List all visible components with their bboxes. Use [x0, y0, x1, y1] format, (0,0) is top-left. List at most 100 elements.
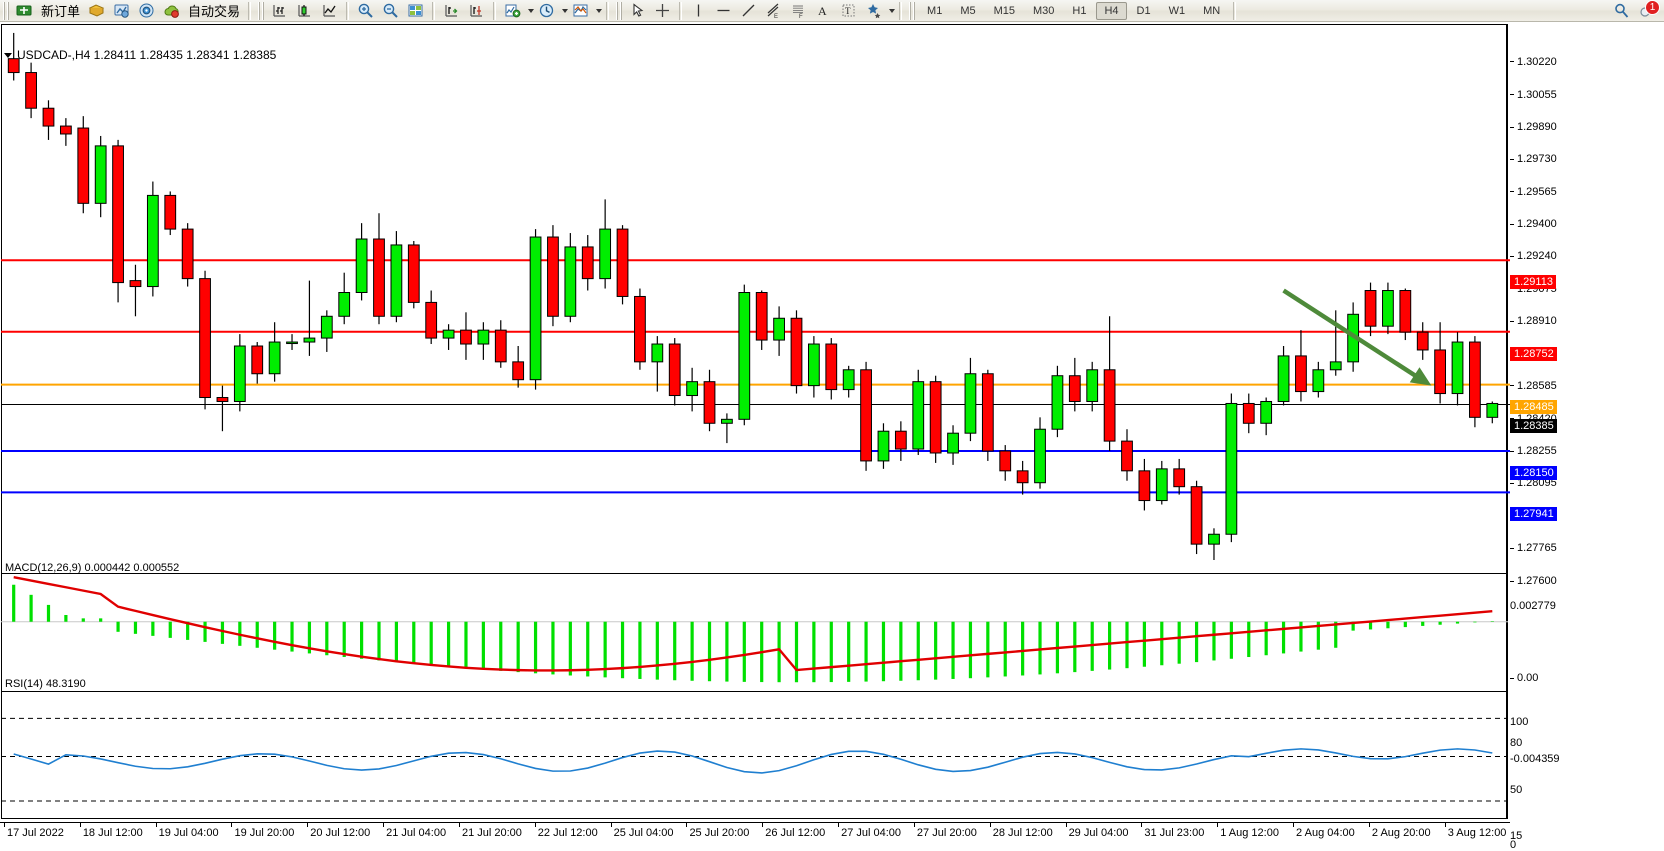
periods-chevron-down-icon[interactable]	[562, 8, 569, 13]
candle-body[interactable]	[1173, 468, 1186, 488]
price-badge-blue-support-line[interactable]: 1.27941	[1510, 507, 1557, 522]
timeframe-button-m30[interactable]: M30	[1033, 4, 1055, 17]
candle-body[interactable]	[1364, 290, 1377, 327]
price-badge-blue-support-line[interactable]: 1.28150	[1510, 466, 1557, 481]
bar-chart-icon[interactable]	[268, 1, 291, 21]
candle-body[interactable]	[442, 329, 455, 339]
chart-shift-icon[interactable]	[465, 1, 488, 21]
candle-body[interactable]	[999, 450, 1012, 472]
candle-body[interactable]	[320, 315, 333, 339]
candle-body[interactable]	[929, 381, 942, 454]
navigator-icon[interactable]	[110, 1, 133, 21]
candle-body[interactable]	[199, 278, 211, 399]
auto-scroll-icon[interactable]	[440, 1, 463, 21]
timeframe-button-m15[interactable]: M15	[993, 4, 1015, 17]
candle-body[interactable]	[181, 228, 194, 280]
candle-body[interactable]	[1486, 402, 1499, 418]
candle-body[interactable]	[1451, 341, 1464, 395]
candle-body[interactable]	[581, 246, 594, 280]
toolbar-grip-2[interactable]	[258, 1, 265, 20]
candle-body[interactable]	[651, 343, 664, 363]
periods-icon[interactable]	[535, 1, 558, 21]
candle-body[interactable]	[146, 194, 159, 288]
timeframe-button-w1[interactable]: W1	[1168, 4, 1186, 17]
price-badge-current-price-line[interactable]: 1.28385	[1510, 419, 1557, 434]
templates-icon[interactable]	[569, 1, 592, 21]
candle-body[interactable]	[807, 343, 820, 387]
fibonacci-icon[interactable]: F	[787, 1, 810, 21]
text-icon[interactable]: A	[812, 1, 835, 21]
terminal-icon[interactable]	[85, 1, 108, 21]
candle-body[interactable]	[25, 72, 37, 109]
candle-body[interactable]	[1068, 375, 1081, 402]
candle-body[interactable]	[42, 107, 55, 127]
price-pane[interactable]	[1, 25, 1510, 560]
candle-body[interactable]	[1295, 355, 1307, 393]
candle-body[interactable]	[790, 317, 803, 387]
candle-body[interactable]	[755, 292, 768, 341]
candle-body[interactable]	[1138, 470, 1151, 502]
candle-body[interactable]	[529, 236, 542, 381]
candle-body[interactable]	[216, 397, 229, 402]
candle-body[interactable]	[634, 295, 646, 363]
candle-body[interactable]	[1103, 369, 1116, 442]
toolbar-grip-4[interactable]	[909, 1, 916, 20]
new-order-label[interactable]: 新订单	[41, 4, 81, 19]
text-label-icon[interactable]: T	[837, 1, 860, 21]
rsi-pane[interactable]	[1, 693, 1508, 820]
candle-body[interactable]	[460, 329, 472, 345]
candle-body[interactable]	[1399, 290, 1412, 333]
macd-pane[interactable]	[1, 575, 1508, 695]
candle-body[interactable]	[860, 369, 872, 462]
candle-body[interactable]	[112, 145, 124, 284]
candle-body[interactable]	[286, 341, 298, 345]
shapes-chevron-down-icon[interactable]	[889, 8, 896, 13]
price-badge-red-resistance-line[interactable]: 1.29113	[1510, 275, 1556, 290]
indicators-icon[interactable]	[501, 1, 524, 21]
candle-body[interactable]	[1469, 341, 1481, 418]
toolbar-grip-3[interactable]	[616, 1, 623, 20]
cursor-icon[interactable]	[626, 1, 649, 21]
notifications-icon[interactable]: 1	[1635, 0, 1660, 21]
trendline-icon[interactable]	[737, 1, 760, 21]
timeframe-button-h1[interactable]: H1	[1072, 4, 1087, 17]
candle-body[interactable]	[7, 58, 20, 74]
candle-body[interactable]	[912, 381, 925, 450]
candle-body[interactable]	[1208, 533, 1220, 545]
candle-body[interactable]	[1242, 402, 1255, 424]
candle-body[interactable]	[338, 292, 351, 317]
candle-body[interactable]	[599, 228, 612, 280]
candle-body[interactable]	[251, 345, 264, 375]
equidistant-channel-icon[interactable]: E	[762, 1, 785, 21]
price-badge-orange-pivot-line[interactable]: 1.28485	[1510, 399, 1557, 414]
candle-body[interactable]	[407, 244, 420, 303]
zoom-in-icon[interactable]	[354, 1, 377, 21]
candle-body[interactable]	[1086, 369, 1099, 402]
templates-chevron-down-icon[interactable]	[596, 8, 603, 13]
candle-body[interactable]	[842, 369, 855, 391]
chart-window[interactable]: USDCAD-,H4 1.28411 1.28435 1.28341 1.283…	[0, 22, 1664, 851]
horizontal-line-icon[interactable]	[712, 1, 735, 21]
candle-body[interactable]	[773, 317, 785, 341]
candle-body[interactable]	[616, 228, 629, 297]
candle-body[interactable]	[1051, 375, 1064, 430]
vertical-line-icon[interactable]	[687, 1, 710, 21]
candle-body[interactable]	[1312, 369, 1325, 393]
candle-body[interactable]	[877, 430, 890, 462]
candle-body[interactable]	[1260, 400, 1273, 424]
autotrading-label[interactable]: 自动交易	[188, 4, 241, 19]
candle-body[interactable]	[94, 145, 107, 204]
candle-body[interactable]	[373, 238, 385, 317]
candle-body[interactable]	[547, 236, 559, 317]
candle-body[interactable]	[964, 373, 977, 434]
candle-body[interactable]	[59, 125, 72, 135]
candle-body[interactable]	[425, 301, 438, 339]
toolbar-grip[interactable]	[3, 1, 9, 20]
candle-body[interactable]	[1016, 470, 1029, 484]
data-window-icon[interactable]	[160, 1, 183, 21]
tile-windows-icon[interactable]	[404, 1, 427, 21]
candle-body[interactable]	[1416, 331, 1429, 351]
candle-body[interactable]	[668, 343, 681, 397]
candle-body[interactable]	[1434, 349, 1447, 395]
timeframe-button-mn[interactable]: MN	[1203, 4, 1221, 17]
